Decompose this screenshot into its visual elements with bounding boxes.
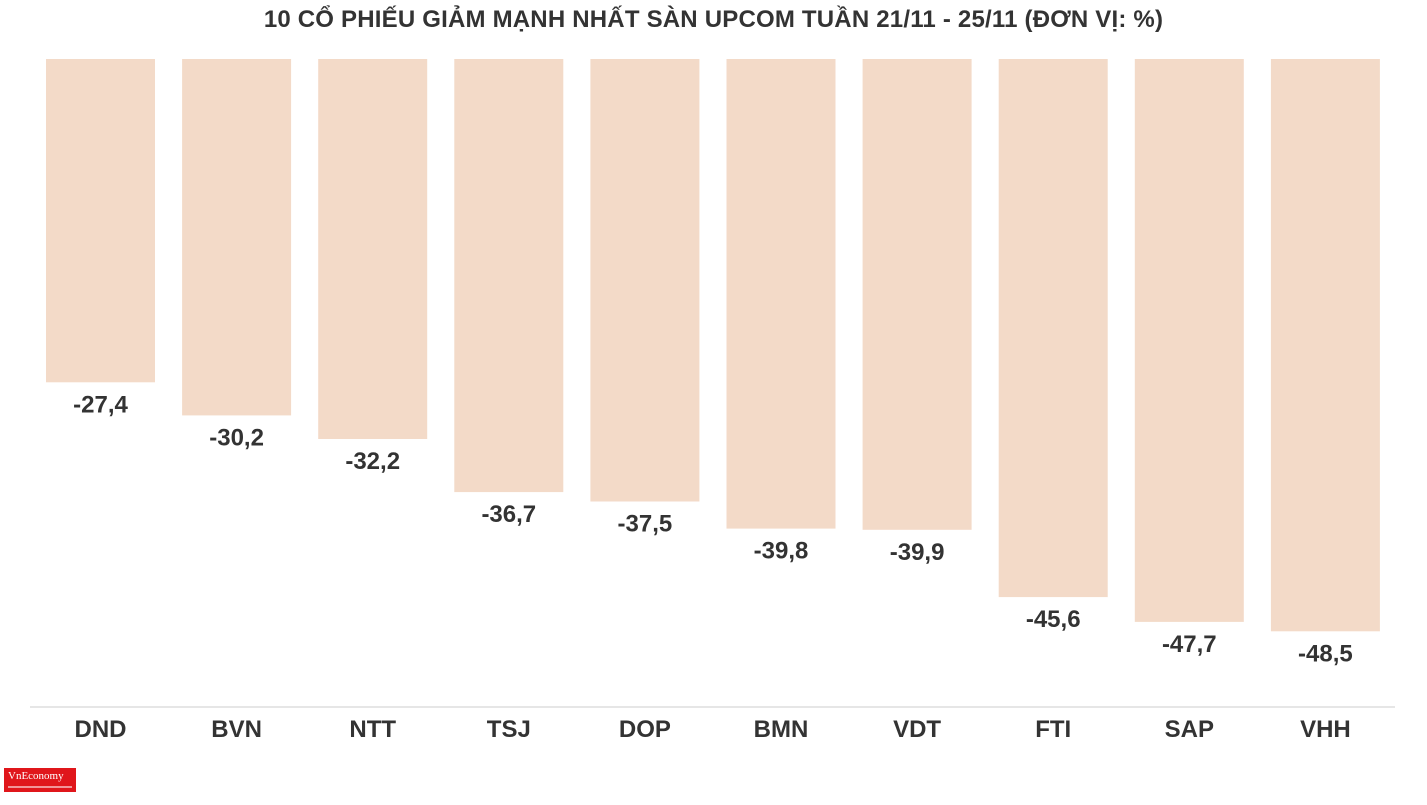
category-label-dop: DOP bbox=[619, 716, 671, 743]
category-label-bvn: BVN bbox=[211, 716, 262, 743]
category-labels-group: DND BVN NTT TSJ DOP BMN VDT FTI SAP VHH bbox=[75, 716, 1351, 743]
category-label-ntt: NTT bbox=[349, 716, 396, 743]
category-label-vhh: VHH bbox=[1300, 716, 1351, 743]
bar-dop bbox=[590, 59, 700, 502]
category-label-vdt: VDT bbox=[893, 716, 941, 743]
value-label-dop: -37,5 bbox=[618, 511, 673, 538]
value-label-fti: -45,6 bbox=[1026, 606, 1081, 633]
value-label-vhh: -48,5 bbox=[1298, 640, 1353, 667]
category-label-sap: SAP bbox=[1165, 716, 1214, 743]
value-label-bvn: -30,2 bbox=[209, 424, 264, 451]
value-label-bmn: -39,8 bbox=[754, 538, 809, 565]
category-label-tsj: TSJ bbox=[487, 716, 531, 743]
bar-dnd bbox=[46, 59, 155, 383]
bar-bvn bbox=[182, 59, 292, 416]
bar-fti bbox=[998, 59, 1108, 598]
category-label-dnd: DND bbox=[75, 716, 127, 743]
logo-underline bbox=[8, 786, 72, 788]
logo-text: VnEconomy bbox=[8, 770, 64, 782]
bar-ntt bbox=[318, 59, 428, 439]
bar-vhh bbox=[1270, 59, 1380, 632]
bar-tsj bbox=[454, 59, 564, 493]
category-label-bmn: BMN bbox=[754, 716, 809, 743]
bars-group bbox=[46, 59, 1380, 632]
value-label-ntt: -32,2 bbox=[345, 448, 400, 475]
category-label-fti: FTI bbox=[1035, 716, 1071, 743]
vneconomy-logo: VnEconomy bbox=[4, 768, 76, 792]
bar-vdt bbox=[862, 59, 972, 530]
bar-bmn bbox=[726, 59, 836, 529]
value-label-vdt: -39,9 bbox=[890, 539, 945, 566]
bar-sap bbox=[1134, 59, 1244, 622]
value-labels-group: -27,4 -30,2 -32,2 -36,7 -37,5 -39,8 -39,9 -45,6… bbox=[73, 391, 1353, 667]
value-label-sap: -47,7 bbox=[1162, 631, 1217, 658]
chart-title: 10 CỔ PHIẾU GIẢM MẠNH NHẤT SÀN UPCOM TUẦ… bbox=[263, 6, 1164, 33]
value-label-tsj: -36,7 bbox=[481, 501, 536, 528]
value-label-dnd: -27,4 bbox=[73, 391, 128, 418]
